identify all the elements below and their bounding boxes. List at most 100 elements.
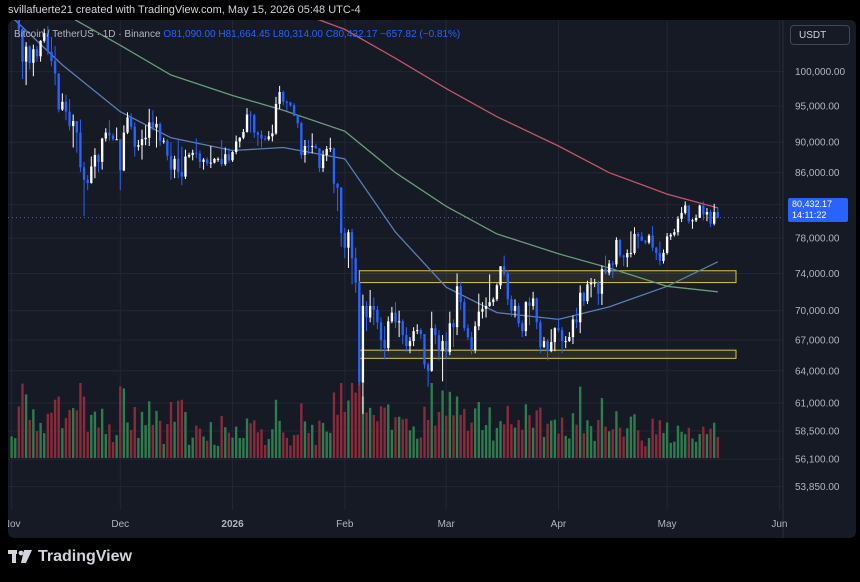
candle-body xyxy=(140,139,144,146)
y-tick-label: 70,000.00 xyxy=(795,306,840,317)
volume-bar xyxy=(68,409,71,458)
volume-bar xyxy=(539,407,542,458)
candle-body xyxy=(249,114,252,116)
candle-body xyxy=(604,268,607,273)
x-tick-label: May xyxy=(658,519,677,530)
brand-name: TradingView xyxy=(38,548,132,565)
candle-body xyxy=(636,233,640,237)
volume-bar xyxy=(513,427,517,458)
volume-bar xyxy=(126,422,129,458)
volume-bar xyxy=(669,442,672,458)
price-chart[interactable]: 100,000.0095,000.0090,000.0086,000.0082,… xyxy=(8,20,856,538)
volume-bar xyxy=(463,408,466,458)
volume-bar xyxy=(571,413,575,458)
volume-bar xyxy=(390,429,394,458)
candle-body xyxy=(484,305,488,309)
candle-body xyxy=(271,133,274,137)
candle-body xyxy=(499,266,502,286)
volume-bar xyxy=(14,438,17,458)
candle-body xyxy=(455,286,459,328)
candle-body xyxy=(43,33,46,41)
candle-body xyxy=(46,33,50,52)
candle-body xyxy=(133,126,136,147)
candle-body xyxy=(644,240,647,243)
volume-bar xyxy=(607,431,611,458)
volume-bar xyxy=(713,422,716,458)
volume-bar xyxy=(553,419,557,458)
candle-body xyxy=(245,114,249,132)
candle-body xyxy=(79,132,82,168)
volume-bar xyxy=(597,419,600,458)
x-tick-label: Dec xyxy=(111,519,129,530)
last-price-label: 80,432.17 14:11:22 xyxy=(788,198,848,222)
candle-body xyxy=(622,255,625,258)
volume-bar xyxy=(180,399,184,458)
volume-bar xyxy=(35,431,39,458)
candle-body xyxy=(506,273,509,300)
candle-body xyxy=(173,158,176,170)
tradingview-logo[interactable]: TradingView xyxy=(8,548,132,566)
candle-body xyxy=(202,159,205,162)
candle-body xyxy=(394,312,397,323)
y-tick-label: 67,000.00 xyxy=(795,336,840,347)
candle-body xyxy=(368,305,372,318)
candle-body xyxy=(372,305,375,310)
volume-bar xyxy=(144,425,147,458)
chart-panel[interactable]: 100,000.0095,000.0090,000.0086,000.0082,… xyxy=(8,20,856,538)
volume-bar xyxy=(93,411,97,458)
candle-body xyxy=(434,328,437,336)
volume-bar xyxy=(604,426,607,458)
candle-body xyxy=(361,305,365,383)
candle-body xyxy=(680,212,683,219)
candle-body xyxy=(513,305,517,311)
candle-body xyxy=(466,328,470,338)
candle-body xyxy=(253,115,256,133)
volume-bar xyxy=(260,429,263,458)
volume-bar xyxy=(702,426,705,458)
candle-body xyxy=(325,148,328,156)
candle-body xyxy=(169,155,173,170)
y-tick-label: 86,000.00 xyxy=(795,168,840,179)
volume-bar xyxy=(448,391,451,458)
symbol-legend[interactable]: Bitcoin / TetherUS · 1D · Binance O81,09… xyxy=(14,29,460,40)
volume-bar xyxy=(191,437,194,458)
candle-body xyxy=(713,212,716,224)
volume-bar xyxy=(187,444,191,458)
candle-body xyxy=(528,302,531,306)
volume-bar xyxy=(405,418,408,458)
volume-bar xyxy=(318,420,321,458)
candle-body xyxy=(108,132,111,136)
candle-body xyxy=(426,364,430,371)
candle-body xyxy=(597,282,600,294)
candle-body xyxy=(158,123,162,141)
candle-body xyxy=(521,323,524,332)
candle-body xyxy=(122,132,126,171)
candle-body xyxy=(289,102,292,106)
candle-body xyxy=(231,151,234,161)
volume-bar xyxy=(419,437,423,458)
currency-button[interactable]: USDT xyxy=(790,25,850,45)
candle-body xyxy=(365,305,368,318)
candle-body xyxy=(387,321,390,349)
volume-bar xyxy=(285,437,289,458)
candle-body xyxy=(600,268,604,294)
candle-body xyxy=(539,322,542,348)
candle-body xyxy=(126,117,129,133)
candle-body xyxy=(575,319,578,323)
y-tick-label: 90,000.00 xyxy=(795,138,840,149)
candle-body xyxy=(274,103,278,134)
candle-body xyxy=(303,145,307,156)
volume-bar xyxy=(28,419,31,458)
volume-bar xyxy=(560,417,564,458)
volume-bar xyxy=(647,438,651,458)
volume-bar xyxy=(321,422,325,458)
volume-bar xyxy=(455,396,459,458)
candle-body xyxy=(358,282,361,383)
volume-bar xyxy=(198,428,202,458)
volume-bar xyxy=(579,386,582,458)
candle-body xyxy=(676,218,680,233)
volume-bar xyxy=(680,431,683,458)
candle-body xyxy=(550,342,553,352)
volume-bar xyxy=(216,445,220,458)
candle-body xyxy=(582,292,585,302)
